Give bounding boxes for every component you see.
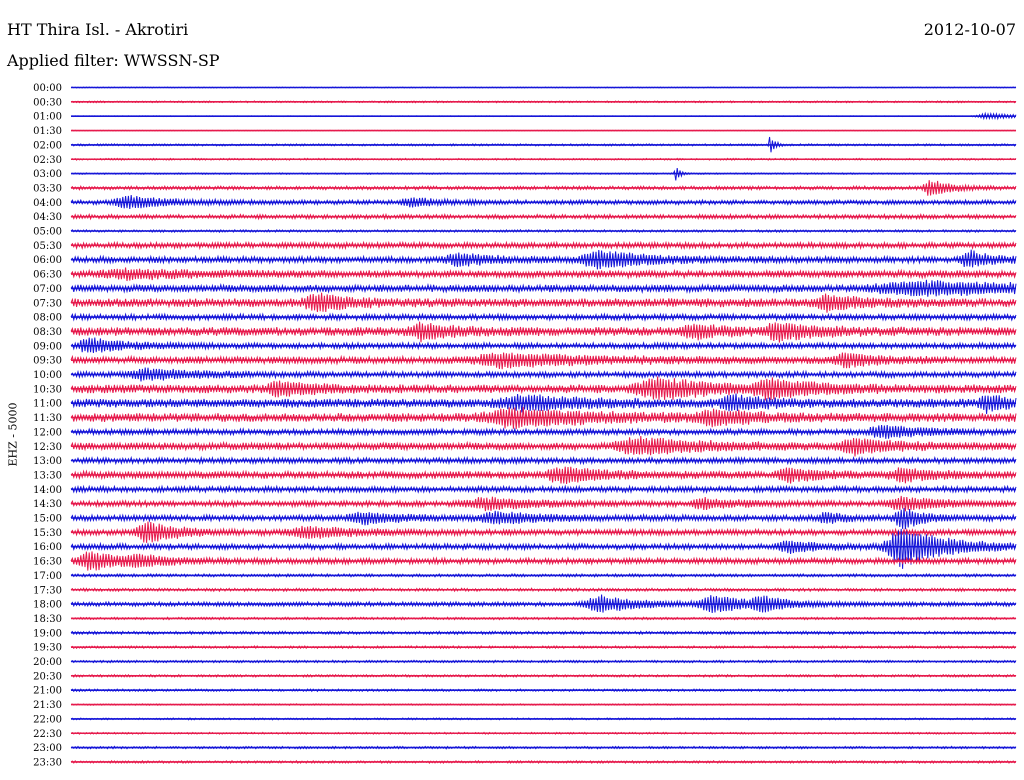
time-label-1600: 16:00 — [33, 542, 62, 553]
time-label-0530: 05:30 — [33, 241, 62, 252]
trace-group — [70, 86, 1017, 765]
time-label-0330: 03:30 — [33, 183, 62, 194]
time-label-2300: 23:00 — [33, 743, 62, 754]
time-label-1530: 15:30 — [33, 528, 62, 539]
time-label-0230: 02:30 — [33, 155, 62, 166]
time-label-0200: 02:00 — [33, 140, 62, 151]
time-label-0730: 07:30 — [33, 298, 62, 309]
time-label-2200: 22:00 — [33, 714, 62, 725]
time-label-0700: 07:00 — [33, 284, 62, 295]
time-label-0900: 09:00 — [33, 341, 62, 352]
time-label-1830: 18:30 — [33, 614, 62, 625]
filter-label: Applied filter: WWSSN-SP — [7, 51, 220, 70]
time-label-1400: 14:00 — [33, 485, 62, 496]
time-label-2000: 20:00 — [33, 657, 62, 668]
time-label-0800: 08:00 — [33, 313, 62, 324]
time-label-1230: 12:30 — [33, 442, 62, 453]
time-label-1300: 13:00 — [33, 456, 62, 467]
time-label-0030: 00:30 — [33, 97, 62, 108]
time-label-1430: 14:30 — [33, 499, 62, 510]
time-label-1930: 19:30 — [33, 643, 62, 654]
time-label-2130: 21:30 — [33, 700, 62, 711]
time-label-0930: 09:30 — [33, 356, 62, 367]
time-label-0430: 04:30 — [33, 212, 62, 223]
time-label-1900: 19:00 — [33, 628, 62, 639]
time-label-2030: 20:30 — [33, 671, 62, 682]
time-label-0500: 05:00 — [33, 227, 62, 238]
time-label-1100: 11:00 — [33, 399, 62, 410]
time-label-2230: 22:30 — [33, 729, 62, 740]
time-label-0600: 06:00 — [33, 255, 62, 266]
time-label-0300: 03:00 — [33, 169, 62, 180]
time-label-1630: 16:30 — [33, 557, 62, 568]
time-label-1730: 17:30 — [33, 585, 62, 596]
recording-date: 2012-10-07 — [923, 20, 1016, 39]
time-label-1800: 18:00 — [33, 600, 62, 611]
time-label-1000: 10:00 — [33, 370, 62, 381]
time-label-2100: 21:00 — [33, 686, 62, 697]
time-label-1330: 13:30 — [33, 470, 62, 481]
station-title: HT Thira Isl. - Akrotiri — [7, 20, 189, 39]
time-label-1030: 10:30 — [33, 384, 62, 395]
time-label-0130: 01:30 — [33, 126, 62, 137]
time-label-0100: 01:00 — [33, 112, 62, 123]
time-label-0630: 06:30 — [33, 270, 62, 281]
time-label-group: 00:00 00:30 01:00 01:30 02:00 02:30 03:00 03:30… — [33, 83, 62, 768]
time-label-2330: 23:30 — [33, 757, 62, 768]
time-label-1700: 17:00 — [33, 571, 62, 582]
time-label-0830: 08:30 — [33, 327, 62, 338]
time-label-1500: 15:00 — [33, 514, 62, 525]
time-label-1130: 11:30 — [33, 413, 62, 424]
time-label-1200: 12:00 — [33, 427, 62, 438]
time-label-0400: 04:00 — [33, 198, 62, 209]
time-label-0000: 00:00 — [33, 83, 62, 94]
